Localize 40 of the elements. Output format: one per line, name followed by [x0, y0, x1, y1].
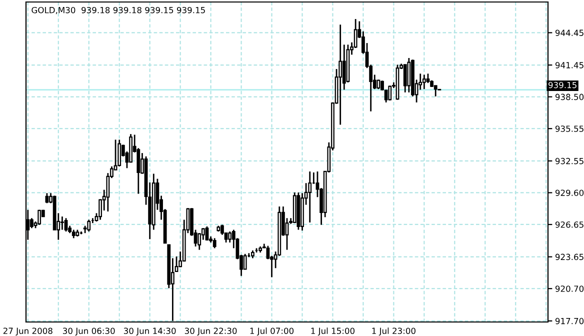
candlestick	[308, 170, 312, 224]
candlestick	[407, 57, 411, 94]
ref-line-label: 939.15	[548, 82, 576, 88]
candlestick	[434, 85, 438, 98]
candlestick	[198, 232, 202, 251]
candlestick	[212, 237, 216, 249]
x-tick-label: 1 Jul 07:00	[250, 328, 294, 336]
candlestick	[38, 209, 42, 226]
candlestick	[426, 72, 430, 84]
candlestick	[243, 253, 247, 270]
y-tick-label: 938.50	[555, 94, 584, 100]
candlestick	[87, 219, 91, 232]
candlestick	[403, 64, 407, 94]
candlestick	[30, 217, 34, 229]
y-tick-label: 917.70	[555, 318, 584, 324]
x-tick-label: 1 Jul 23:00	[372, 328, 416, 336]
candlestick	[205, 226, 209, 242]
y-tick-label: 932.55	[555, 158, 584, 164]
candlestick	[60, 216, 64, 230]
y-tick-label: 944.45	[555, 30, 584, 36]
y-tick-label: 935.55	[555, 126, 584, 132]
y-tick-label: 929.60	[555, 190, 584, 196]
y-tick-label: 920.70	[555, 286, 584, 292]
x-tick-label: 27 Jun 2008	[3, 328, 52, 336]
y-tick-label: 941.45	[555, 62, 584, 68]
candlestick	[118, 139, 122, 168]
x-tick-label: 1 Jul 15:00	[311, 328, 355, 336]
candlestick	[388, 85, 392, 102]
y-tick-label: 926.65	[555, 221, 584, 228]
candlestick	[338, 24, 342, 126]
x-tick-label: 30 Jun 14:30	[124, 328, 176, 336]
candlestick	[64, 217, 68, 232]
candlestick	[45, 192, 49, 204]
candlestick	[422, 74, 426, 90]
text: GOLD,M30 939.18 939.18 939.15 939.15	[32, 6, 205, 14]
x-tick-label: 30 Jun 06:30	[63, 328, 115, 336]
candlestick	[228, 230, 232, 244]
candlestick	[376, 78, 380, 90]
x-tick-label: 30 Jun 22:30	[184, 328, 237, 336]
y-tick-label: 923.65	[555, 254, 584, 260]
